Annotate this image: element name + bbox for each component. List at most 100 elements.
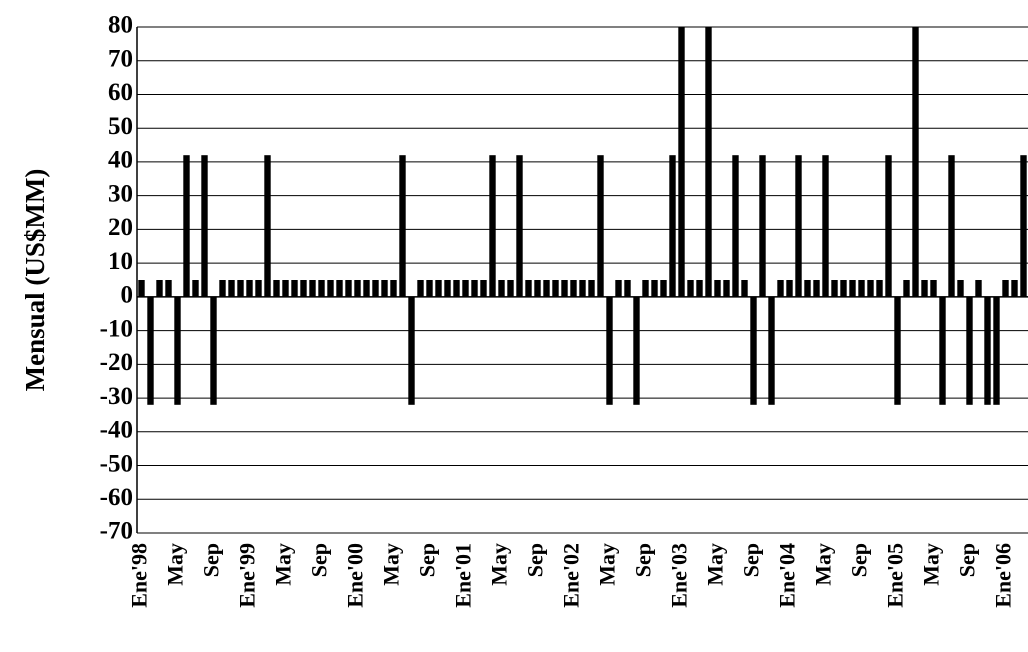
- bar: [867, 280, 874, 297]
- bar: [552, 280, 559, 297]
- y-tick-label: 30: [108, 180, 133, 207]
- bar: [660, 280, 667, 297]
- bar: [138, 280, 145, 297]
- bar: [741, 280, 748, 297]
- x-tick-label: Ene'03: [667, 543, 692, 608]
- bar: [597, 155, 604, 297]
- x-tick-label: May: [487, 543, 512, 586]
- bar: [606, 296, 613, 405]
- y-tick-label: -20: [100, 349, 133, 376]
- bar: [228, 280, 235, 297]
- bar: [354, 280, 361, 297]
- bar: [417, 280, 424, 297]
- bar: [516, 155, 523, 297]
- y-tick-label: -40: [100, 417, 133, 444]
- bar: [642, 280, 649, 297]
- bar: [291, 280, 298, 297]
- bar: [831, 280, 838, 297]
- x-tick-label: Ene'06: [991, 543, 1016, 608]
- y-tick-label: 60: [108, 79, 133, 106]
- x-tick-label: May: [379, 543, 404, 586]
- x-tick-label: May: [703, 543, 728, 586]
- bar: [1011, 280, 1018, 297]
- y-tick-label: 20: [108, 214, 133, 241]
- x-tick-label: Sep: [523, 543, 548, 577]
- bar: [975, 280, 982, 297]
- bar: [615, 280, 622, 297]
- bar: [777, 280, 784, 297]
- bar: [426, 280, 433, 297]
- bar: [534, 280, 541, 297]
- bar: [210, 296, 217, 405]
- bar: [165, 280, 172, 297]
- bar: [543, 280, 550, 297]
- bar: [966, 296, 973, 405]
- x-tick-label: Sep: [631, 543, 656, 577]
- y-tick-label: -70: [100, 518, 133, 545]
- bar: [435, 280, 442, 297]
- bar: [921, 280, 928, 297]
- x-tick-label: Ene'98: [127, 543, 152, 608]
- x-tick-label: May: [595, 543, 620, 586]
- x-tick-label: Ene'04: [775, 543, 800, 608]
- bar: [444, 280, 451, 297]
- bar: [489, 155, 496, 297]
- bar: [570, 280, 577, 297]
- bar: [156, 280, 163, 297]
- bar: [255, 280, 262, 297]
- y-tick-label: 80: [108, 12, 133, 39]
- y-tick-label: 40: [108, 147, 133, 174]
- bar: [858, 280, 865, 297]
- bar: [633, 296, 640, 405]
- bar: [381, 280, 388, 297]
- bar: [822, 155, 829, 297]
- bar: [813, 280, 820, 297]
- bar: [192, 280, 199, 297]
- bar: [993, 296, 1000, 405]
- bar: [912, 27, 919, 297]
- bar: [930, 280, 937, 297]
- bar: [237, 280, 244, 297]
- bar: [282, 280, 289, 297]
- bar: [876, 280, 883, 297]
- bar: [759, 155, 766, 297]
- x-tick-label: Sep: [739, 543, 764, 577]
- bar: [849, 280, 856, 297]
- x-tick-label: Sep: [199, 543, 224, 577]
- x-tick-label: Sep: [307, 543, 332, 577]
- bar: [174, 296, 181, 405]
- bar: [147, 296, 154, 405]
- bar: [246, 280, 253, 297]
- y-tick-label: -10: [100, 315, 133, 342]
- bar: [750, 296, 757, 405]
- bar: [462, 280, 469, 297]
- bar: [687, 280, 694, 297]
- bar: [957, 280, 964, 297]
- bar: [795, 155, 802, 297]
- bar: [309, 280, 316, 297]
- x-tick-label: May: [163, 543, 188, 586]
- bar: [408, 296, 415, 405]
- bar: [705, 27, 712, 297]
- x-tick-label: Sep: [955, 543, 980, 577]
- x-tick-label: Ene'02: [559, 543, 584, 608]
- y-tick-label: 10: [108, 248, 133, 275]
- bar: [498, 280, 505, 297]
- bar: [678, 27, 685, 297]
- bar: [471, 280, 478, 297]
- bar: [390, 280, 397, 297]
- bar: [624, 280, 631, 297]
- bar: [768, 296, 775, 405]
- bar: [903, 280, 910, 297]
- bar: [669, 155, 676, 297]
- bar: [1020, 155, 1027, 297]
- bar: [453, 280, 460, 297]
- x-tick-label: Ene'01: [451, 543, 476, 608]
- bar: [507, 280, 514, 297]
- bar: [732, 155, 739, 297]
- bar: [201, 155, 208, 297]
- bar: [399, 155, 406, 297]
- bar: [939, 296, 946, 405]
- y-tick-label: -30: [100, 383, 133, 410]
